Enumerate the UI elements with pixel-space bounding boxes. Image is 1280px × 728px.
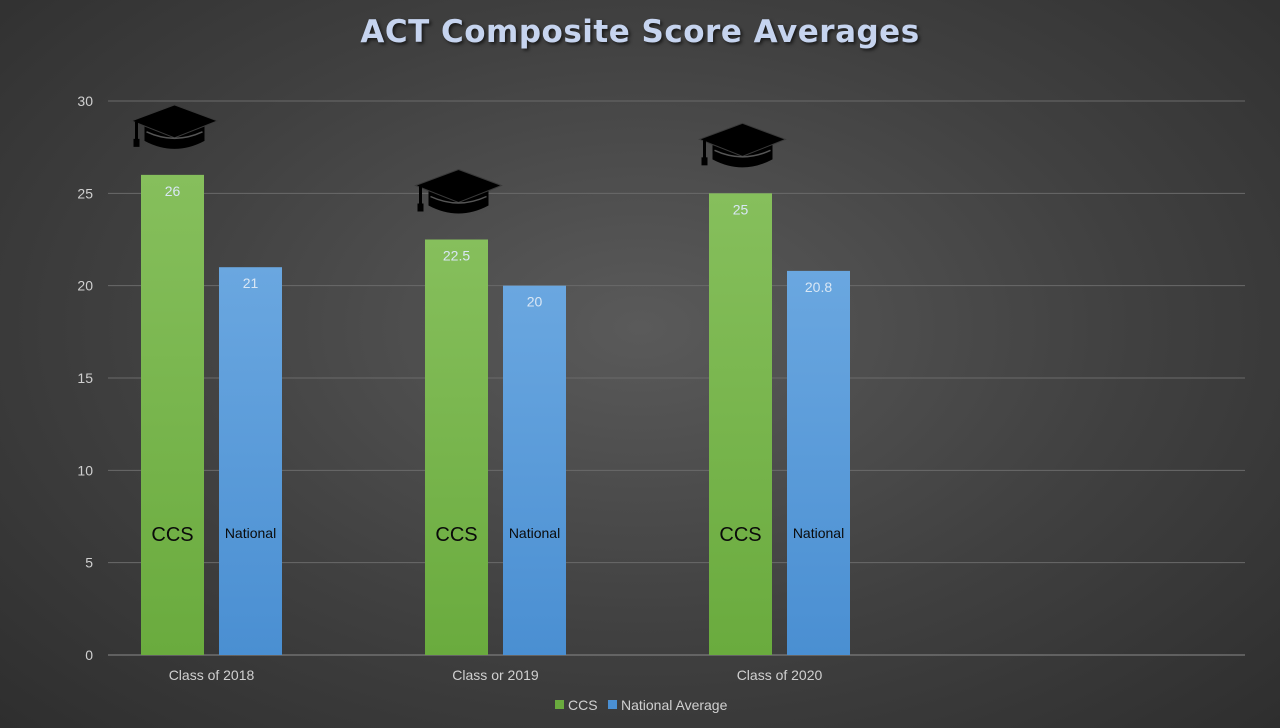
bar-ccs-0 [141, 174, 204, 655]
y-tick-label: 20 [77, 278, 93, 294]
labels: 0 5 10 15 20 25 30 26 CCS 21 National Class of 2018… [77, 93, 844, 683]
bar-series-label: CCS [719, 524, 761, 546]
bar-series-label: CCS [435, 524, 477, 546]
legend-swatch [555, 700, 564, 709]
bar-series-label: CCS [151, 524, 193, 546]
data-label: 20.8 [805, 279, 832, 295]
data-label: 26 [165, 183, 181, 199]
bars [130, 104, 850, 656]
bar-national-0 [219, 267, 282, 655]
data-label: 25 [733, 201, 749, 217]
bar-series-label: National [509, 525, 560, 541]
graduation-cap-icon [698, 122, 787, 168]
bar-ccs-1 [425, 239, 488, 655]
bar-series-label: National [793, 525, 844, 541]
legend-entry: CCS [568, 697, 598, 713]
legend-entry: National Average [621, 697, 728, 713]
legend-swatch [608, 700, 617, 709]
graduation-cap-icon [414, 168, 503, 214]
y-tick-label: 0 [85, 647, 93, 663]
x-tick-label: Class or 2019 [452, 667, 539, 683]
data-label: 20 [527, 294, 543, 310]
bar-national-2 [787, 270, 850, 655]
legend: CCS National Average [555, 697, 728, 713]
data-label: 22.5 [443, 248, 470, 264]
y-tick-label: 15 [77, 370, 93, 386]
graduation-cap-icon [130, 104, 219, 149]
y-tick-label: 25 [77, 185, 93, 201]
bar-series-label: National [225, 525, 276, 541]
y-tick-label: 30 [77, 93, 93, 109]
bar-ccs-2 [709, 193, 772, 656]
bar-national-1 [503, 285, 566, 655]
y-tick-label: 5 [85, 555, 93, 571]
x-tick-label: Class of 2020 [737, 667, 823, 683]
y-tick-label: 10 [77, 462, 93, 478]
chart-title: ACT Composite Score Averages [360, 14, 920, 50]
grid-lines [108, 100, 1245, 656]
x-tick-label: Class of 2018 [169, 667, 255, 683]
data-label: 21 [243, 275, 259, 291]
